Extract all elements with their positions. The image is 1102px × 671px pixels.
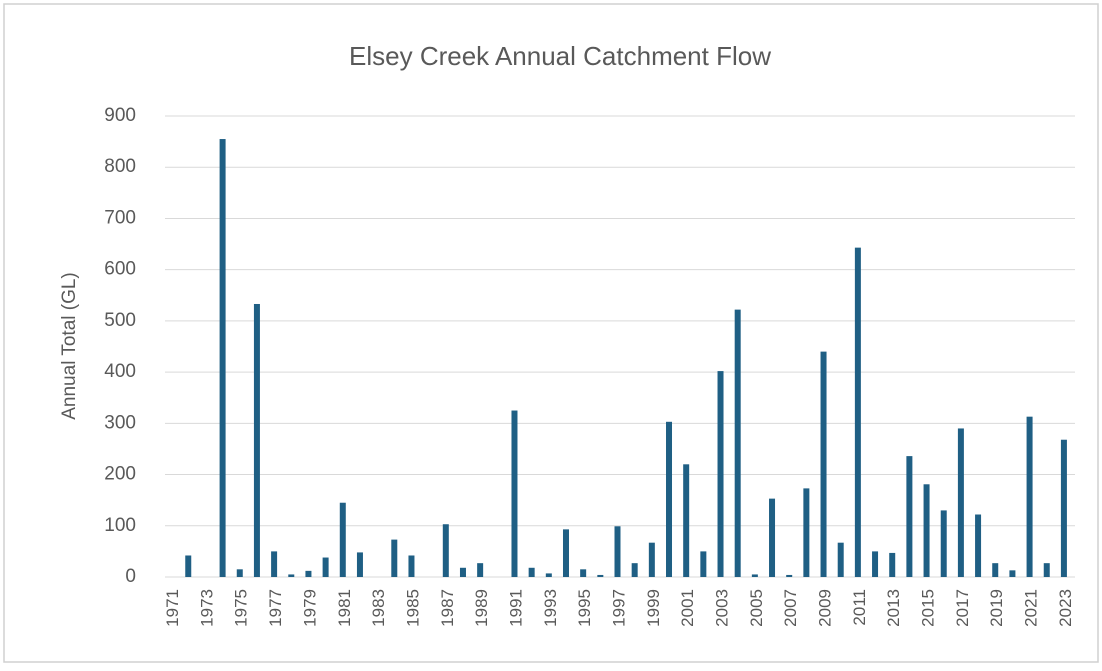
bar (906, 456, 913, 577)
bar (717, 371, 724, 577)
y-axis-label: Annual Total (GL) (59, 272, 80, 420)
bar (820, 351, 827, 577)
x-tick-label: 2013 (884, 589, 903, 627)
bar (683, 464, 690, 577)
y-tick-label: 100 (104, 515, 136, 536)
bar (631, 563, 638, 577)
x-tick-label: 1983 (369, 589, 388, 627)
x-tick-label: 2005 (747, 589, 766, 627)
bar (648, 542, 655, 577)
x-tick-label: 2019 (987, 589, 1006, 627)
bar (442, 524, 449, 577)
bar (940, 510, 947, 577)
bar (837, 542, 844, 577)
bar (975, 514, 982, 577)
x-tick-label: 1997 (609, 589, 628, 627)
bar (751, 574, 758, 577)
bar (356, 552, 363, 577)
x-tick-label: 2009 (816, 589, 835, 627)
bar (614, 526, 621, 577)
bar (528, 567, 535, 577)
x-tick-label: 1985 (403, 589, 422, 627)
bar (305, 570, 312, 577)
bar (992, 563, 999, 577)
bar (236, 569, 243, 577)
bar (477, 563, 484, 577)
bar (769, 498, 776, 577)
y-tick-label: 300 (104, 412, 136, 433)
y-tick-label: 500 (104, 310, 136, 331)
bar (1026, 416, 1033, 577)
bar (322, 557, 329, 577)
bar (288, 574, 295, 577)
x-tick-label: 2021 (1022, 589, 1041, 627)
bar (803, 488, 810, 577)
bar (253, 303, 260, 577)
x-tick-label: 1995 (575, 589, 594, 627)
x-tick-label: 1999 (644, 589, 663, 627)
bar (854, 247, 861, 577)
y-tick-label: 900 (104, 105, 136, 126)
x-tick-label: 1979 (300, 589, 319, 627)
bar (562, 529, 569, 577)
x-tick-label: 2007 (781, 589, 800, 627)
x-tick-label: 1991 (506, 589, 525, 627)
bar (786, 574, 793, 577)
x-tick-label: 1973 (197, 589, 216, 627)
bar (459, 567, 466, 577)
bar (597, 574, 604, 577)
y-tick-label: 600 (104, 259, 136, 280)
bar (1043, 563, 1050, 577)
x-tick-label: 2015 (919, 589, 938, 627)
bar (271, 551, 278, 577)
bar (872, 551, 879, 577)
bar (391, 539, 398, 577)
bar (545, 573, 552, 577)
bar (408, 555, 415, 577)
y-tick-label: 200 (104, 464, 136, 485)
y-tick-label: 0 (125, 566, 136, 587)
x-tick-label: 1977 (266, 589, 285, 627)
bar (511, 410, 518, 577)
y-tick-label: 700 (104, 207, 136, 228)
bar (219, 139, 226, 578)
y-tick-label: 400 (104, 361, 136, 382)
x-tick-label: 1981 (335, 589, 354, 627)
bar (889, 552, 896, 577)
bar (1060, 439, 1067, 577)
bar (339, 502, 346, 577)
x-tick-label: 1987 (438, 589, 457, 627)
x-tick-label: 2001 (678, 589, 697, 627)
chart-title: Elsey Creek Annual Catchment Flow (349, 41, 771, 71)
x-tick-label: 2017 (953, 589, 972, 627)
x-tick-label: 1993 (541, 589, 560, 627)
bar (580, 569, 587, 577)
bar (957, 428, 964, 577)
x-tick-label: 1989 (472, 589, 491, 627)
bar (185, 555, 192, 577)
bar (923, 484, 930, 577)
bar (1009, 570, 1016, 577)
x-tick-label: 1975 (232, 589, 251, 627)
x-tick-label: 2003 (713, 589, 732, 627)
x-tick-label: 2023 (1056, 589, 1075, 627)
y-tick-label: 800 (104, 156, 136, 177)
chart-frame (3, 3, 1099, 663)
x-tick-label: 1971 (163, 589, 182, 627)
bar (666, 421, 673, 577)
bar (734, 309, 741, 577)
bar (700, 551, 707, 577)
x-tick-label: 2011 (850, 589, 869, 626)
